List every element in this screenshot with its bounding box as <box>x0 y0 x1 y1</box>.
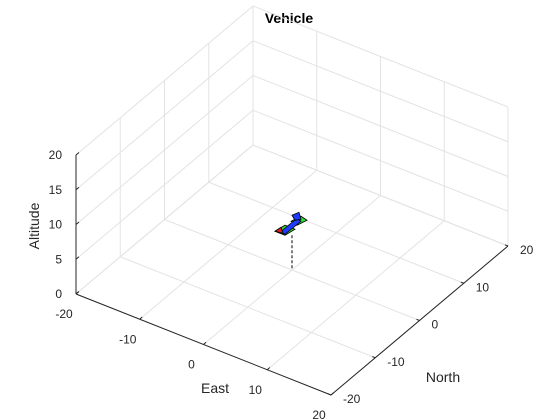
floor-gridline-north <box>208 181 464 284</box>
x-tick-mark <box>330 392 334 396</box>
tick-labels: -20 -10 0 10 20 -20 -10 0 10 20 0 5 10 15 20 <box>49 148 534 420</box>
z-tick-mark <box>75 152 80 156</box>
x-tick-label: 20 <box>312 408 326 420</box>
y-tick-label: 0 <box>432 318 439 332</box>
x-tick-mark <box>266 367 271 371</box>
z-tick-label: 15 <box>49 183 63 197</box>
y-tick-label: -10 <box>387 355 405 369</box>
floor-gridline-north <box>164 219 420 321</box>
x-tick-label: 0 <box>188 358 195 372</box>
z-tick-mark <box>75 186 80 191</box>
backwall-gridline-alt <box>252 109 509 212</box>
floor-gridline-north <box>120 256 376 359</box>
x-axis-label: East <box>201 380 229 396</box>
backwall-gridline-alt <box>252 75 509 177</box>
x-tick-mark <box>139 316 143 320</box>
vehicle-tail <box>274 226 284 234</box>
z-tick-label: 10 <box>49 218 63 232</box>
z-tick-label: 5 <box>55 252 62 266</box>
backwall-gridline-alt <box>252 144 509 247</box>
leftwall-gridline-alt <box>75 5 254 156</box>
y-tick-mark <box>327 393 332 396</box>
leftwall-gridline-alt <box>75 109 254 260</box>
z-tick-mark <box>75 221 80 225</box>
y-tick-label: 20 <box>520 243 534 257</box>
y-tick-mark <box>416 318 420 321</box>
y-tick-mark <box>372 356 376 359</box>
leftwall-gridline-alt <box>75 75 254 225</box>
backwall-gridline-alt <box>252 5 509 108</box>
chart-title: Vehicle <box>265 10 313 26</box>
z-axis-label: Altitude <box>26 202 42 249</box>
leftwall-gridline-alt <box>75 40 254 191</box>
z-tick-label: 20 <box>49 148 63 162</box>
z-tick-mark <box>75 291 80 295</box>
x-tick-label: 10 <box>249 383 263 397</box>
y-axis-label: North <box>426 369 460 385</box>
y-tick-label: -20 <box>343 392 361 406</box>
y-tick-mark <box>504 244 509 247</box>
axis-layer <box>75 152 509 396</box>
x-tick-label: -20 <box>55 307 73 321</box>
leftwall-gridline-alt <box>75 144 254 295</box>
vehicle-marker <box>274 211 308 270</box>
x-tick-mark <box>203 341 207 345</box>
z-tick-mark <box>75 256 80 260</box>
backwall-gridline-alt <box>252 40 509 143</box>
z-tick-label: 0 <box>55 287 62 301</box>
y-tick-mark <box>460 281 464 284</box>
vehicle-cockpit <box>291 211 302 221</box>
y-tick-label: 10 <box>476 280 490 294</box>
x-tick-label: -10 <box>119 332 137 346</box>
grid-layer <box>75 5 509 396</box>
